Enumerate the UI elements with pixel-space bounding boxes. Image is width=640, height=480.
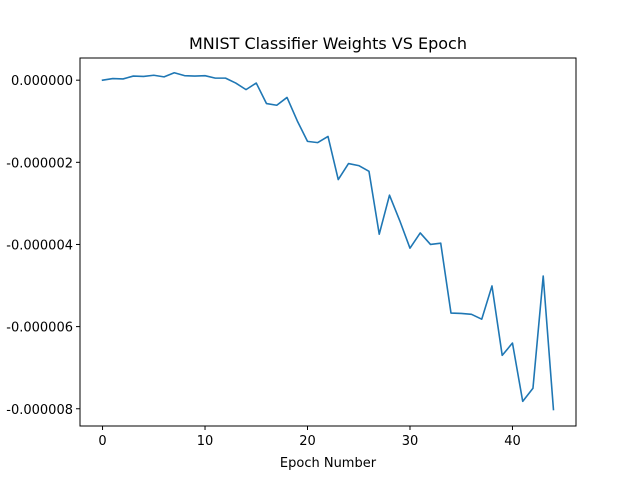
y-tick-label: -0.000004 bbox=[6, 238, 73, 253]
y-tick-label: 0.000000 bbox=[11, 74, 73, 89]
y-tick-label: -0.000006 bbox=[6, 321, 73, 336]
y-tick-label: -0.000002 bbox=[6, 156, 73, 171]
x-tick-label: 30 bbox=[402, 434, 419, 449]
x-tick-label: 10 bbox=[197, 434, 214, 449]
x-tick-label: 0 bbox=[98, 434, 106, 449]
y-tick-label: -0.000008 bbox=[6, 403, 73, 418]
x-axis-label: Epoch Number bbox=[280, 456, 377, 471]
axes-frame bbox=[79, 57, 577, 427]
chart-title: MNIST Classifier Weights VS Epoch bbox=[189, 34, 467, 53]
x-tick-label: 20 bbox=[299, 434, 316, 449]
series-line-0 bbox=[101, 71, 555, 411]
plot-area: 0 10 20 30 40 0.000000 -0.000002 -0.000004 -0.00… bbox=[6, 57, 577, 449]
x-tick-label: 40 bbox=[504, 434, 521, 449]
